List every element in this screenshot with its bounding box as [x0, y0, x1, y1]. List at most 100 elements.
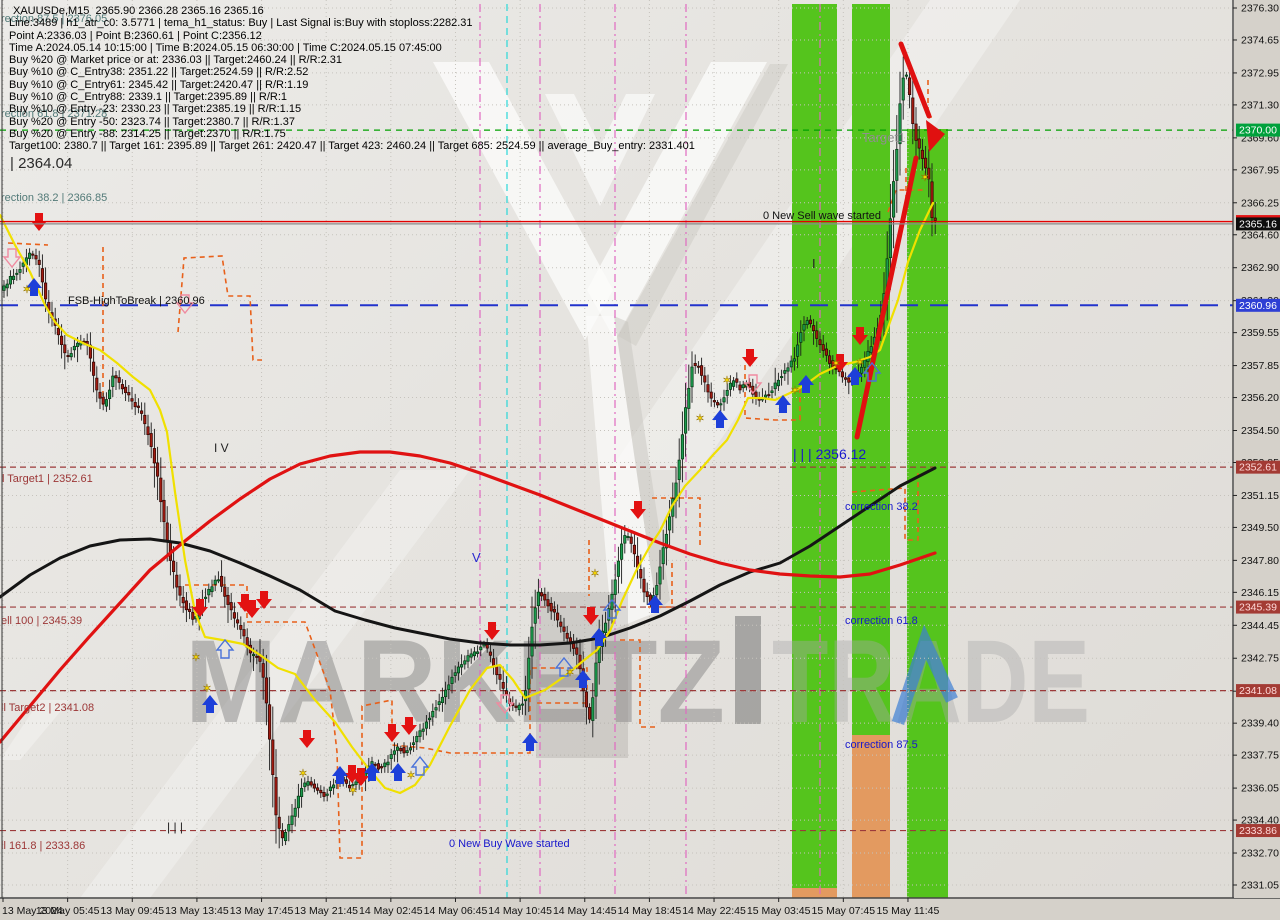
time-axis-label: 14 May 18:45 — [618, 905, 682, 917]
price-axis-label: 2347.80 — [1241, 555, 1279, 567]
ma-black — [0, 466, 937, 647]
buy-arrow-icon — [775, 395, 791, 413]
price-axis-label: 2374.65 — [1241, 34, 1279, 46]
hollow-buy-arrow-icon — [554, 656, 574, 677]
price-axis-label: 2346.15 — [1241, 587, 1279, 599]
price-axis-label: 2366.25 — [1241, 197, 1279, 209]
price-badge — [1236, 824, 1280, 838]
chart-annotation: | 2364.04 — [10, 155, 72, 172]
buy-arrow-icon — [647, 595, 663, 613]
chart-annotation: rection 38.2 | 2366.85 — [1, 192, 107, 204]
sell-arrow-icon — [237, 594, 253, 612]
signal-star-icon: ✶ — [831, 358, 840, 370]
time-axis-label: 13 May 09:45 — [100, 905, 164, 917]
price-axis-label: 2367.95 — [1241, 164, 1279, 176]
time-axis-label: 13 May 13:45 — [165, 905, 229, 917]
time-axis-label: 13 May 05:45 — [36, 905, 100, 917]
price-axis-label: 2339.40 — [1241, 718, 1279, 730]
chart-annotation: ell 100 | 2345.39 — [1, 615, 82, 627]
stop-level-path — [185, 584, 588, 859]
hollow-sell-arrow-icon — [175, 294, 195, 315]
buy-arrow-icon — [591, 628, 607, 646]
watermark-blue-accent — [891, 624, 958, 726]
sell-arrow-icon — [192, 599, 208, 617]
stop-level-path — [652, 497, 701, 545]
signal-star-icon: ✶ — [722, 375, 731, 387]
hollow-buy-arrow-icon — [410, 755, 430, 776]
chart-annotation: FSB-HighToBreak | 2360.96 — [68, 295, 205, 307]
price-axis-label: 2376.30 — [1241, 3, 1279, 15]
signal-star-icon: ✶ — [406, 770, 415, 782]
stop-level-path — [7, 242, 49, 246]
price-axis-label: 2364.60 — [1241, 229, 1279, 241]
price-axis-label: 2359.55 — [1241, 327, 1279, 339]
buy-arrow-icon — [26, 278, 42, 296]
buy-arrow-icon — [202, 695, 218, 713]
buy-arrow-icon — [575, 670, 591, 688]
price-axis-label: 2331.05 — [1241, 880, 1279, 892]
hollow-buy-arrow-icon — [862, 361, 882, 382]
stop-level-path — [177, 255, 262, 361]
price-badge-label: 2365.16 — [1239, 218, 1277, 230]
chart-annotation: 0 New Sell wave started — [763, 210, 881, 222]
signal-star-icon: ✶ — [202, 683, 211, 695]
time-axis-label: 15 May 03:45 — [747, 905, 811, 917]
time-axis-label: 13 May 2024 — [2, 905, 63, 917]
sell-arrow-icon — [630, 501, 646, 519]
sell-arrow-icon — [256, 591, 272, 609]
price-axis-label: 2337.75 — [1241, 750, 1279, 762]
hollow-sell-arrow-icon — [2, 248, 22, 269]
signal-star-icon: ✶ — [790, 385, 799, 397]
watermark-brand-right: TRADE — [772, 616, 1090, 748]
signal-star-icon: ✶ — [695, 413, 704, 425]
buy-arrow-icon — [798, 375, 814, 393]
buy-arrow-icon — [712, 410, 728, 428]
time-axis-label: 14 May 06:45 — [424, 905, 488, 917]
signal-star-icon: ✶ — [22, 284, 31, 296]
chart-annotation: correction 61.8 — [845, 615, 918, 627]
sell-arrow-icon — [299, 730, 315, 748]
time-band — [907, 129, 948, 898]
price-axis-label: 2349.50 — [1241, 522, 1279, 534]
signal-star-icon: ✶ — [565, 667, 574, 679]
buy-arrow-icon — [522, 733, 538, 751]
price-scale[interactable]: 2376.302374.652372.952371.302369.602367.… — [1233, 0, 1280, 898]
buy-arrow-icon — [332, 766, 348, 784]
price-axis-label: 2342.75 — [1241, 653, 1279, 665]
time-axis-label: 13 May 17:45 — [230, 905, 294, 917]
trend-line[interactable] — [898, 41, 932, 119]
sell-arrow-icon — [742, 349, 758, 367]
chart-annotation: ll 161.8 | 2333.86 — [1, 840, 85, 852]
time-band — [792, 4, 837, 888]
signal-star-icon: ✶ — [590, 568, 599, 580]
sell-arrow-icon — [344, 765, 360, 783]
time-band — [852, 735, 890, 898]
chart-annotation: I — [812, 256, 816, 271]
price-axis-label: 2336.05 — [1241, 783, 1279, 795]
price-badge-label: 2352.61 — [1239, 462, 1277, 474]
chart-annotation: I V — [214, 441, 229, 455]
price-axis-label: 2356.20 — [1241, 392, 1279, 404]
price-badge-label: 2345.39 — [1239, 602, 1277, 614]
chart-annotation: | | | 2356.12 — [793, 446, 866, 462]
hollow-buy-arrow-icon — [215, 638, 235, 659]
price-badge-label: 2333.86 — [1239, 825, 1277, 837]
price-axis-label: 2371.30 — [1241, 99, 1279, 111]
stop-level-path — [648, 560, 673, 608]
time-axis-label: 13 May 21:45 — [294, 905, 358, 917]
price-axis-label: 2334.40 — [1241, 815, 1279, 827]
trend-line[interactable] — [854, 155, 919, 440]
chart-annotation: rection 87.5 | 2376.05 — [1, 13, 107, 25]
sell-arrow-icon — [583, 607, 599, 625]
signal-star-icon: ✶ — [920, 172, 929, 184]
price-axis-label: 2351.15 — [1241, 490, 1279, 502]
chart-annotation: V — [472, 550, 481, 565]
chart-annotation: ll Target2 | 2341.08 — [1, 702, 94, 714]
chart-annotation: correction 38.2 — [845, 501, 918, 513]
sell-arrow-icon — [484, 622, 500, 640]
signal-star-icon: ✶ — [298, 768, 307, 780]
price-axis-label: 2372.95 — [1241, 67, 1279, 79]
chart-annotation: Target1 — [862, 130, 905, 145]
